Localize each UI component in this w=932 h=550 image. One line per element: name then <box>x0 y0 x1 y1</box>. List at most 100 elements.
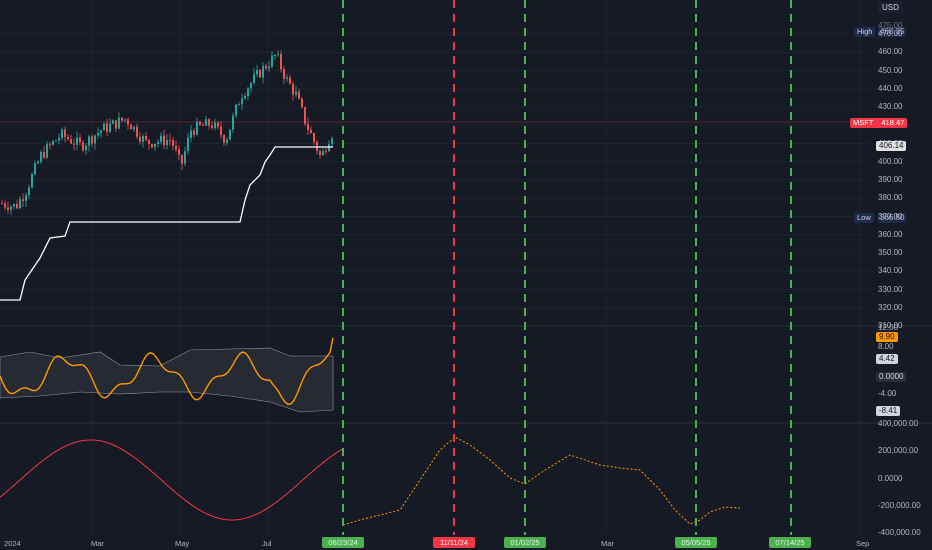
candle-body <box>157 141 159 144</box>
candle-body <box>121 117 123 121</box>
candle-body <box>142 135 144 142</box>
candle-body <box>271 55 273 67</box>
candle-body <box>46 144 48 158</box>
osc-tick-12: 12.00 <box>878 323 899 332</box>
candle-body <box>52 140 54 145</box>
candle-body <box>169 139 171 141</box>
marker-date-5: 07/14/25 <box>769 537 811 548</box>
candle-body <box>130 124 132 130</box>
marker-date-1: 06/23/24 <box>322 537 364 548</box>
candle-body <box>262 65 264 78</box>
price-tick: 310.00 <box>878 321 903 330</box>
candle-body <box>160 135 162 142</box>
candle-body <box>325 151 327 153</box>
candle-body <box>277 53 279 55</box>
candle-body <box>4 203 6 208</box>
candle-body <box>217 122 219 127</box>
candle-body <box>205 119 207 126</box>
candle-body <box>331 138 333 145</box>
candle-body <box>118 117 120 129</box>
price-tick: 440.00 <box>878 83 903 93</box>
candle-body <box>229 129 231 140</box>
candle-body <box>64 129 66 137</box>
marker-date-3: 01/02/25 <box>504 537 546 548</box>
candle-body <box>223 135 225 143</box>
candle-body <box>166 139 168 146</box>
candle-body <box>103 123 105 131</box>
stop-line <box>0 146 333 301</box>
price-tick: 430.00 <box>878 102 903 111</box>
candle-body <box>88 136 90 146</box>
candle-body <box>196 121 198 135</box>
marker-date-4: 05/05/25 <box>675 537 717 548</box>
candle-body <box>109 123 111 132</box>
candle-body <box>7 207 9 211</box>
candle-body <box>124 119 126 121</box>
candle-body <box>115 120 117 129</box>
candle-body <box>319 150 321 156</box>
price-tick: 330.00 <box>878 284 903 294</box>
candle-body <box>307 123 309 130</box>
candle-body <box>268 66 270 69</box>
price-tick: 370.00 <box>878 211 903 221</box>
price-tick: 400.00 <box>878 156 903 166</box>
candle-body <box>79 137 81 143</box>
cycle-projection-line <box>342 436 741 526</box>
candle-body <box>214 122 216 128</box>
candle-body <box>145 135 147 140</box>
time-label-sep: Sep <box>856 539 870 548</box>
oscillator-band <box>0 347 334 413</box>
candle-body <box>190 130 192 138</box>
candle-body <box>133 126 135 130</box>
candle-body <box>250 82 252 89</box>
candle-body <box>127 119 129 125</box>
candle-body <box>247 88 249 97</box>
candle-body <box>328 144 330 152</box>
candle-body <box>253 74 255 83</box>
price-tick: 450.00 <box>878 65 903 75</box>
currency-label[interactable]: USD <box>878 2 903 13</box>
price-tick: 380.00 <box>878 193 903 203</box>
candle-body <box>298 91 300 99</box>
price-tick: 390.00 <box>878 175 903 184</box>
candle-body <box>154 143 156 148</box>
candle-body <box>322 151 324 156</box>
candle-body <box>178 149 180 155</box>
candle-body <box>28 187 30 196</box>
cycle-line <box>0 439 343 521</box>
cycle-tick-200k: 200,000.00 <box>878 446 919 455</box>
candle-body <box>97 132 99 136</box>
candle-body <box>43 151 45 158</box>
candle-body <box>241 98 243 105</box>
candle-body <box>148 139 150 145</box>
candle-body <box>232 115 234 130</box>
candle-body <box>283 69 285 79</box>
symbol-price-badge: MSFT 418.47 <box>850 118 908 128</box>
candle-body <box>55 140 57 142</box>
low-label: Low <box>854 213 874 223</box>
candle-body <box>25 195 27 201</box>
candle-body <box>73 143 75 145</box>
time-label-jul: Jul <box>262 539 272 548</box>
osc-tick-8: 8.00 <box>878 342 894 351</box>
candle-body <box>22 199 24 201</box>
price-tick-partial: 475.00 <box>878 21 903 30</box>
candle-body <box>175 145 177 150</box>
candle-body <box>40 151 42 162</box>
candle-body <box>316 141 318 151</box>
candle-body <box>37 161 39 164</box>
candle-body <box>70 139 72 144</box>
cycle-tick-0: 0.0000 <box>878 474 903 483</box>
candle-body <box>208 119 210 126</box>
cycle-tick-minus200k: -200,000.00 <box>878 501 921 510</box>
time-label-may: May <box>175 539 190 548</box>
candle-body <box>181 154 183 164</box>
candle-body <box>19 199 21 209</box>
candle-body <box>94 135 96 144</box>
candle-body <box>310 129 312 134</box>
candle-body <box>136 126 138 137</box>
high-label: High <box>854 27 876 37</box>
candle-body <box>34 163 36 175</box>
